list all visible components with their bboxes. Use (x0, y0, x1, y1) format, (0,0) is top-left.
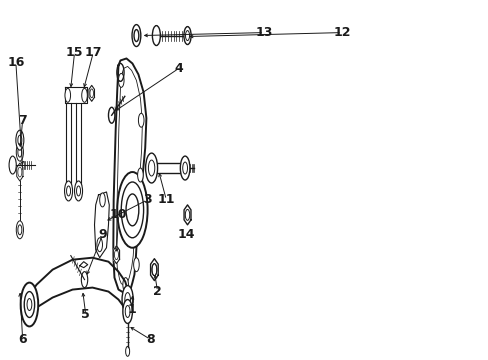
Text: 9: 9 (98, 228, 106, 241)
Circle shape (122, 285, 133, 314)
Polygon shape (89, 85, 94, 101)
Polygon shape (113, 58, 146, 293)
Circle shape (180, 156, 189, 180)
Polygon shape (17, 163, 23, 181)
Circle shape (77, 186, 81, 196)
Circle shape (183, 27, 191, 45)
Polygon shape (94, 192, 109, 258)
Text: 10: 10 (109, 208, 127, 221)
Circle shape (152, 264, 157, 276)
Text: 1: 1 (128, 303, 137, 316)
Text: 3: 3 (142, 193, 151, 206)
Circle shape (18, 167, 22, 177)
Polygon shape (113, 246, 120, 264)
Circle shape (18, 135, 22, 145)
Circle shape (16, 130, 24, 150)
Text: 12: 12 (333, 26, 350, 39)
Text: 17: 17 (84, 46, 102, 59)
Circle shape (66, 186, 70, 196)
Circle shape (133, 258, 139, 272)
Circle shape (185, 210, 189, 220)
Circle shape (97, 238, 102, 252)
Circle shape (20, 283, 38, 327)
Text: 7: 7 (18, 114, 27, 127)
Circle shape (121, 182, 143, 238)
Circle shape (185, 31, 189, 41)
Circle shape (90, 89, 93, 98)
Circle shape (122, 278, 128, 292)
Circle shape (117, 172, 147, 248)
Circle shape (81, 272, 87, 288)
Circle shape (137, 168, 143, 182)
Polygon shape (151, 163, 184, 173)
Circle shape (126, 194, 139, 226)
Circle shape (118, 73, 124, 87)
Circle shape (18, 225, 22, 235)
Text: 11: 11 (157, 193, 175, 206)
Circle shape (148, 160, 155, 176)
Text: 4: 4 (174, 62, 183, 75)
Circle shape (122, 300, 132, 323)
Text: 16: 16 (7, 56, 24, 69)
Circle shape (183, 162, 187, 174)
Circle shape (16, 143, 23, 161)
Circle shape (81, 88, 87, 102)
Circle shape (65, 88, 70, 102)
Circle shape (132, 24, 141, 46)
Text: 13: 13 (255, 26, 272, 39)
Circle shape (100, 193, 105, 207)
Circle shape (16, 221, 23, 239)
Circle shape (27, 298, 32, 310)
Circle shape (145, 153, 157, 183)
Polygon shape (29, 258, 127, 315)
Circle shape (18, 147, 22, 157)
Circle shape (125, 306, 130, 318)
Circle shape (138, 113, 143, 127)
Circle shape (24, 292, 35, 318)
Polygon shape (66, 103, 71, 185)
Circle shape (152, 26, 160, 45)
Circle shape (114, 250, 118, 260)
Polygon shape (76, 103, 81, 185)
Text: 15: 15 (66, 46, 83, 59)
Circle shape (64, 181, 72, 201)
Polygon shape (183, 205, 191, 225)
Text: 14: 14 (177, 228, 195, 241)
Circle shape (134, 30, 139, 41)
Circle shape (74, 181, 82, 201)
Text: 2: 2 (153, 285, 162, 298)
Text: 8: 8 (146, 333, 154, 346)
Text: 6: 6 (19, 333, 27, 346)
Text: 5: 5 (81, 308, 90, 321)
Circle shape (9, 156, 16, 174)
Polygon shape (150, 259, 158, 280)
Polygon shape (64, 87, 86, 103)
Circle shape (108, 107, 115, 123)
Circle shape (124, 293, 130, 306)
